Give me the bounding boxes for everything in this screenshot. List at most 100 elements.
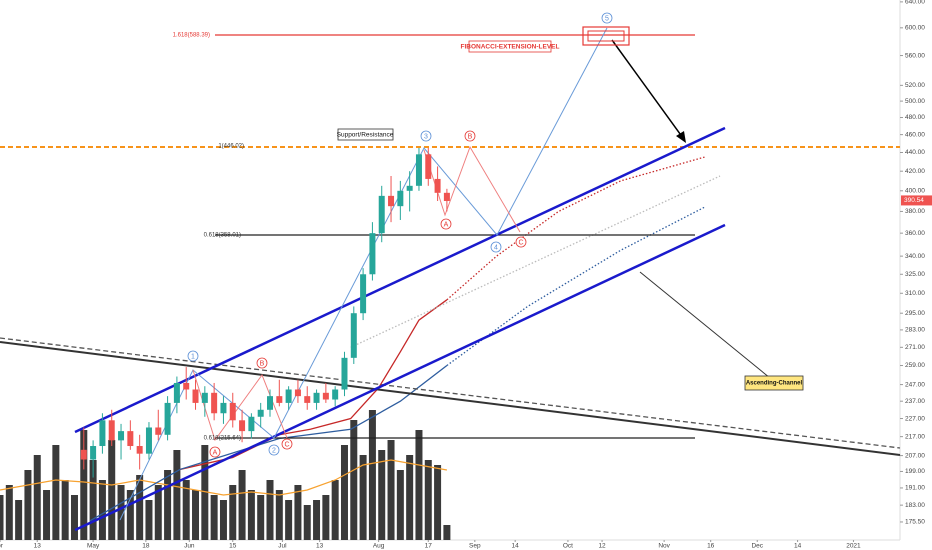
y-tick-label: 271.00 xyxy=(905,344,925,351)
y-tick-label: 600.00 xyxy=(905,25,925,32)
wave-marker xyxy=(209,446,221,458)
y-tick-label: 480.00 xyxy=(905,114,925,121)
last-price-tag xyxy=(901,195,932,206)
annotation: Support/Resistance xyxy=(337,132,394,139)
trendline xyxy=(0,341,901,456)
callout-box xyxy=(744,375,804,391)
candle-body xyxy=(434,178,441,193)
y-tick-label: 237.00 xyxy=(905,398,925,405)
volume-bar xyxy=(98,480,106,540)
target-box xyxy=(587,30,625,42)
x-tick-label: 14 xyxy=(794,543,802,550)
volume-bar xyxy=(303,505,311,540)
volume-bar xyxy=(359,455,367,540)
x-tick-label: 14 xyxy=(512,543,520,550)
y-tick-label: 380.00 xyxy=(905,208,925,215)
volume-bar xyxy=(294,485,302,540)
volume-bar xyxy=(201,445,209,540)
volume-bar xyxy=(182,480,190,540)
fib-label: 0.618(215.64) xyxy=(204,436,241,442)
y-tick-label: 440.00 xyxy=(905,149,925,156)
fib-label: 1(446.02) xyxy=(218,144,244,150)
x-tick-label: Nov xyxy=(658,543,670,550)
wave-label: 2 xyxy=(272,447,276,454)
wave-path xyxy=(192,369,288,442)
target-box xyxy=(582,26,630,46)
volume-bar xyxy=(275,490,283,540)
volume-bar xyxy=(434,465,442,540)
volume-bar xyxy=(145,500,153,540)
x-tick-label: Jul xyxy=(278,543,287,550)
candle-body xyxy=(229,402,236,421)
candle-body xyxy=(201,392,208,403)
volume-bar xyxy=(238,470,246,540)
x-tick-label: 15 xyxy=(229,543,237,550)
y-tick-label: 500.00 xyxy=(905,98,925,105)
volume-bar xyxy=(61,480,69,540)
x-tick-label: 13 xyxy=(34,543,42,550)
volume-bar xyxy=(80,430,88,540)
wave-marker xyxy=(256,357,268,369)
candle-body xyxy=(183,382,190,390)
volume-bar xyxy=(266,480,274,540)
candle-body xyxy=(211,392,218,414)
candle-body xyxy=(425,154,432,179)
candle-body xyxy=(378,195,385,234)
y-tick-label: 217.00 xyxy=(905,433,925,440)
y-tick-label: 325.00 xyxy=(905,271,925,278)
volume-bar xyxy=(89,460,97,540)
drawings xyxy=(0,26,901,532)
moving-average xyxy=(89,365,448,522)
volume-bar xyxy=(33,455,41,540)
volume-bar xyxy=(443,525,451,540)
y-tick-label: 400.00 xyxy=(905,188,925,195)
volume-bar xyxy=(173,450,181,540)
x-tick-label: 17 xyxy=(425,543,433,550)
wave-marker xyxy=(440,218,452,230)
wave-label: B xyxy=(468,133,473,140)
volume-bar xyxy=(229,485,237,540)
volume-bar xyxy=(117,485,125,540)
y-tick-label: 283.00 xyxy=(905,327,925,334)
candle-body xyxy=(369,233,376,275)
volume-bar xyxy=(126,490,134,540)
candle-body xyxy=(388,195,395,207)
y-tick-label: 310.00 xyxy=(905,290,925,297)
y-tick-label: 295.00 xyxy=(905,310,925,317)
volume-bar xyxy=(378,450,386,540)
annotation: Ascending-Channel xyxy=(746,381,803,387)
volume-bar xyxy=(154,485,162,540)
y-tick-label: 175.50 xyxy=(905,519,925,526)
channel-lower xyxy=(74,223,726,532)
x-tick-label: Dec xyxy=(751,543,763,550)
y-tick-label: 340.00 xyxy=(905,253,925,260)
arrow xyxy=(611,39,684,139)
y-tick-label: 420.00 xyxy=(905,168,925,175)
wave-marker xyxy=(268,444,280,456)
y-tick-label: 227.00 xyxy=(905,415,925,422)
wave-marker xyxy=(187,350,199,362)
x-tick-label: Aug xyxy=(373,543,385,550)
volume-bar xyxy=(5,485,13,540)
volume-ma xyxy=(0,459,448,496)
candle-body xyxy=(192,389,199,403)
x-tick-label: 2021 xyxy=(846,543,861,550)
volume-bar xyxy=(108,440,116,540)
candle-body xyxy=(360,274,367,314)
wave-marker xyxy=(420,130,432,142)
y-tick-label: 360.00 xyxy=(905,230,925,237)
y-tick-label: 259.00 xyxy=(905,362,925,369)
candle-body xyxy=(136,446,143,454)
candle-body xyxy=(322,392,329,400)
wave-marker xyxy=(515,236,527,248)
candle-body xyxy=(220,402,227,414)
label-box xyxy=(337,128,394,141)
fib-label: 0.618(358.01) xyxy=(204,233,241,239)
volume-bar xyxy=(313,500,321,540)
candle-body xyxy=(90,446,97,460)
candle-body xyxy=(313,392,320,403)
volume-bar xyxy=(164,470,172,540)
x-tick-label: 16 xyxy=(707,543,715,550)
